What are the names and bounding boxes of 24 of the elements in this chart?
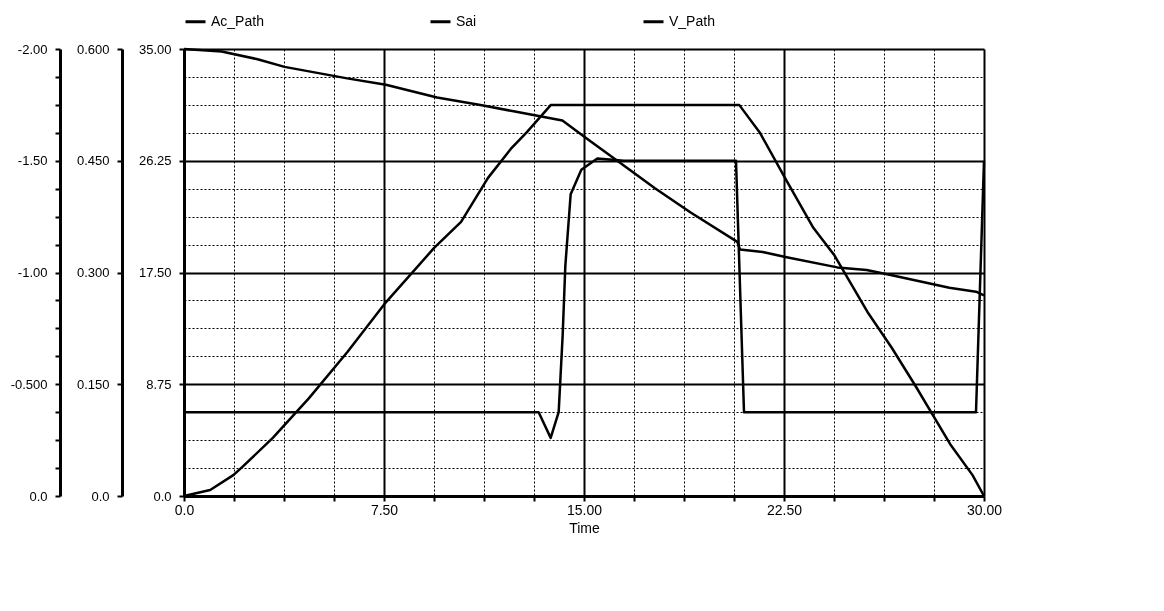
x-tick-label: 15.00: [566, 501, 603, 518]
y3-tick-label: 0.0: [153, 488, 172, 504]
y2-tick-label: 0.150: [76, 376, 110, 392]
y-tick-label: -1.50: [17, 153, 48, 169]
x-axis-title: Time: [569, 519, 601, 536]
y-tick-label: -0.500: [10, 376, 48, 392]
y3-tick-label: 35.00: [138, 41, 172, 57]
x-tick-label: 30.00: [966, 501, 1003, 518]
y-tick-label: -1.00: [17, 265, 48, 280]
x-tick-label: 7.50: [370, 501, 399, 518]
y3-tick-label: 17.50: [138, 265, 172, 280]
legend-label: V_Path: [669, 12, 715, 29]
x-tick-label: 0.0: [174, 501, 195, 518]
y2-tick-label: 0.300: [76, 265, 110, 280]
y2-tick-label: 0.600: [76, 41, 110, 57]
legend-label: Ac_Path: [211, 12, 264, 29]
y-tick-label: -2.00: [17, 41, 48, 57]
y2-tick-label: 0.450: [76, 153, 110, 169]
legend-label: Sai: [456, 12, 477, 29]
x-tick-label: 22.50: [766, 501, 803, 518]
y2-tick-label: 0.0: [91, 488, 110, 504]
y3-tick-label: 8.75: [146, 376, 172, 392]
y3-tick-label: 26.25: [138, 153, 172, 169]
y-tick-label: 0.0: [29, 488, 48, 504]
